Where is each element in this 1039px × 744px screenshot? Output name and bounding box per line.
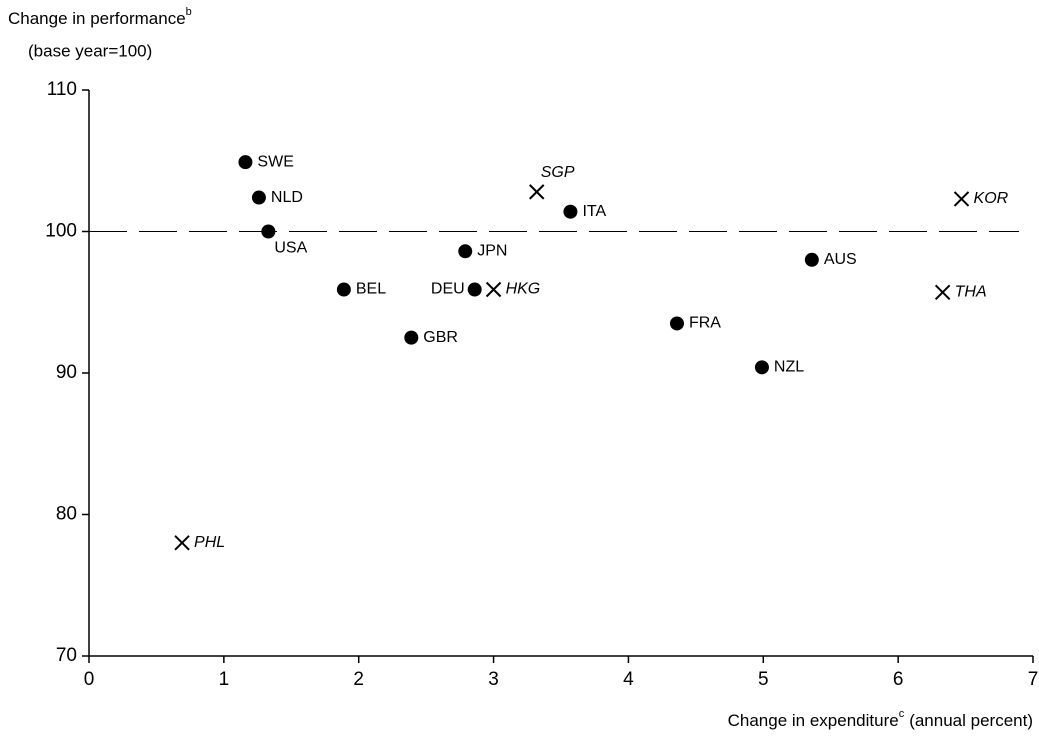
point-label: SWE: [257, 153, 293, 170]
cross-stroke: [485, 281, 502, 298]
cross-marker: [529, 184, 545, 200]
x-tick-label: 3: [488, 669, 499, 690]
point-label: SGP: [541, 164, 575, 181]
dot-marker: [458, 244, 473, 259]
x-tick-label: 5: [758, 669, 769, 690]
dot-marker: [251, 190, 266, 205]
point-label: USA: [274, 240, 307, 257]
y-tick-label: 90: [56, 362, 77, 383]
point-label: NLD: [271, 189, 303, 206]
dot-marker: [754, 360, 769, 375]
cross-marker: [174, 535, 190, 551]
point-label: NZL: [774, 359, 804, 376]
cross-marker: [934, 284, 951, 301]
cross-stroke: [174, 535, 190, 551]
cross-marker: [953, 191, 970, 207]
x-tick-label: 2: [353, 669, 364, 690]
y-axis-title: Change in performanceb: [8, 6, 192, 29]
cross-stroke: [529, 184, 545, 200]
x-tick-label: 6: [893, 669, 904, 690]
x-tick-label: 7: [1028, 669, 1039, 690]
x-axis-title-unit: (annual percent): [909, 711, 1033, 730]
x-axis-title-main: Change in expenditure: [728, 711, 899, 730]
x-tick-label: 4: [623, 669, 634, 690]
y-tick-label: 100: [45, 221, 77, 242]
point-label: BEL: [356, 281, 386, 298]
dot-marker: [669, 316, 684, 331]
x-axis-title: Change in expenditurec (annual percent): [728, 708, 1033, 731]
point-label: DEU: [431, 281, 465, 298]
point-label: AUS: [824, 251, 857, 268]
x-tick-label: 1: [219, 669, 230, 690]
x-tick-label: 0: [84, 669, 95, 690]
point-label: THA: [955, 284, 987, 301]
point-label: FRA: [689, 315, 721, 332]
y-tick-label: 110: [47, 79, 77, 100]
point-label: GBR: [423, 329, 458, 346]
y-axis-title-main: Change in performance: [8, 9, 186, 28]
dot-marker: [804, 252, 819, 267]
point-label: JPN: [477, 243, 507, 260]
dot-marker: [336, 282, 351, 297]
cross-marker: [485, 281, 502, 298]
cross-stroke: [953, 191, 970, 207]
x-axis-title-sup: c: [899, 708, 905, 720]
point-label: ITA: [582, 203, 606, 220]
dot-marker: [467, 282, 482, 297]
dot-marker: [404, 330, 419, 345]
y-tick-label: 80: [56, 504, 77, 525]
dot-marker: [238, 155, 253, 170]
y-axis-subtitle: (base year=100): [28, 41, 152, 60]
y-axis-title-sup: b: [186, 6, 192, 18]
point-label: KOR: [974, 190, 1009, 207]
dot-marker: [563, 204, 578, 219]
point-label: HKG: [506, 281, 541, 298]
cross-stroke: [934, 284, 951, 301]
point-label: PHL: [194, 534, 225, 551]
y-tick-label: 70: [56, 645, 77, 666]
dot-marker: [261, 224, 276, 239]
